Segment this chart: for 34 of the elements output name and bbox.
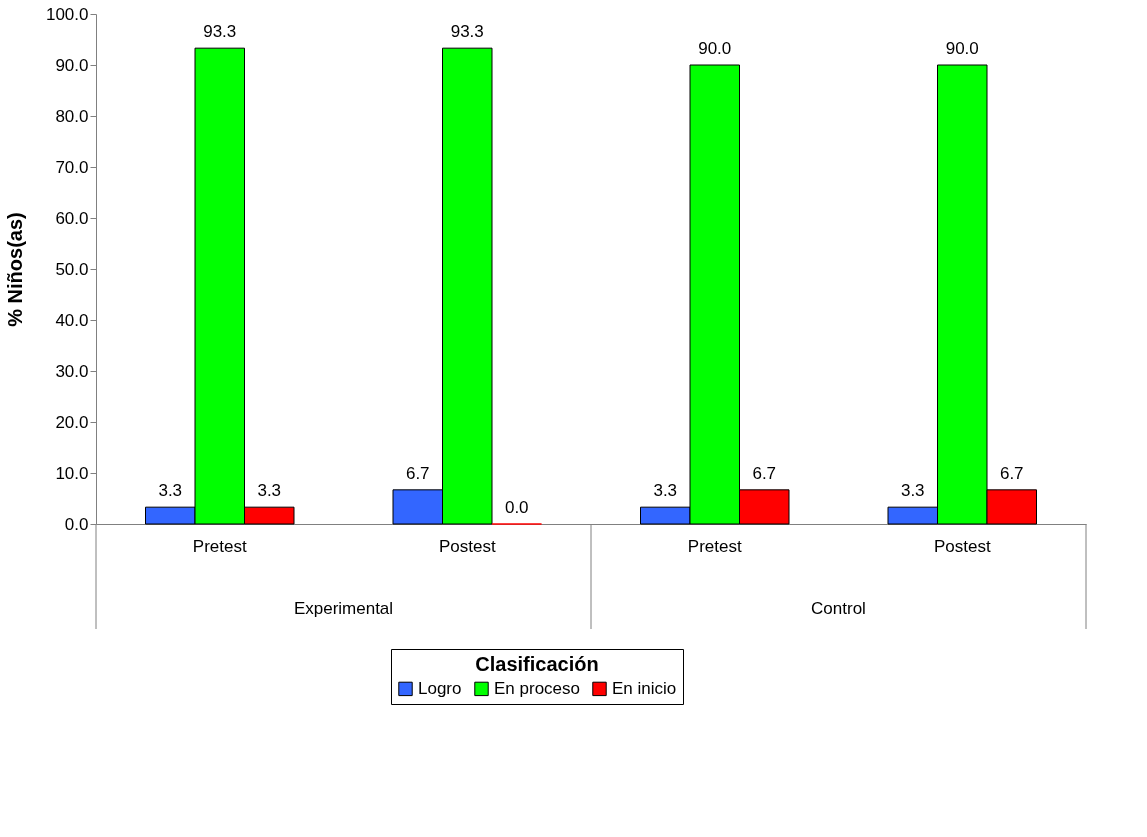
x-tick-label: Pretest [192,536,247,556]
y-tick-label: 100.0 [45,4,89,24]
y-tick-label: 80.0 [55,106,89,126]
data-label: 6.7 [752,463,777,483]
data-label: 90.0 [945,39,979,58]
y-tick-label: 10.0 [55,463,89,483]
y-tick-label: 50.0 [55,259,89,279]
text: Experimental [293,599,394,618]
y-tick-label: 70.0 [55,157,89,177]
data-label: 3.3 [900,481,925,501]
y-tick-label: 0.0 [64,514,89,534]
data-label: 3.3 [158,481,183,501]
y-tick-label: 90.0 [55,55,89,75]
x-tick-label: Postest [933,536,991,556]
legend-label: Logro [418,678,462,698]
data-label: 93.3 [203,22,237,42]
legend-title: Clasificación [475,653,599,675]
y-axis-title: % Niños(as) [3,212,26,327]
x-tick-label: Postest [438,536,496,556]
data-label: 93.3 [450,22,484,42]
data-label: 0.0 [504,498,529,517]
text: Control [811,599,866,618]
data-label: 3.3 [257,481,282,501]
legend-label: En inicio [612,678,677,698]
y-tick-label: 40.0 [55,310,89,330]
y-tick-label: 60.0 [55,208,89,228]
y-tick-label: 30.0 [55,361,89,381]
data-label: 90.0 [698,39,732,58]
legend-label: En proceso [494,678,580,698]
data-label: 6.7 [405,463,430,483]
y-tick-label: 20.0 [55,412,89,432]
x-tick-label: Pretest [687,536,742,556]
data-label: 3.3 [653,481,678,501]
data-label: 6.7 [999,463,1024,483]
